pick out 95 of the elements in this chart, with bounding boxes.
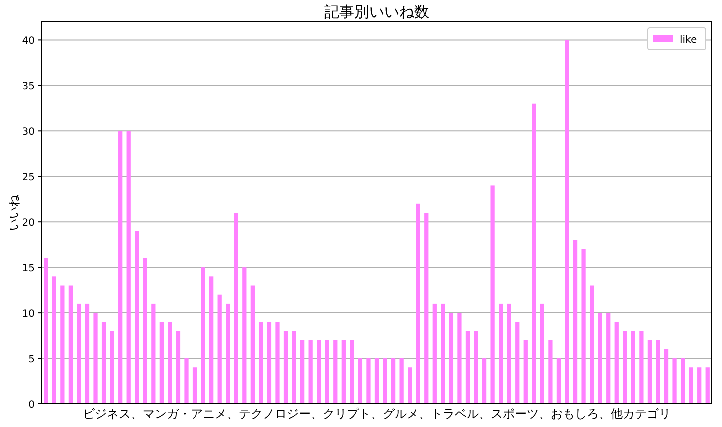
bar [383,358,388,404]
bar [259,322,264,404]
bar [77,304,82,404]
bar [325,340,330,404]
bar [292,331,296,404]
bar [242,268,247,404]
bar [234,213,238,404]
bar [524,340,528,404]
bar [143,258,148,404]
legend: like [648,28,706,50]
bar [573,240,578,404]
x-axis-title: ビジネス、マンガ・アニメ、テクノロジー、クリプト、グルメ、トラベル、スポーツ、おもしろ、他カテゴリ [83,407,671,421]
y-axis-title: いいね [7,194,21,231]
bar [432,304,437,404]
bar [706,368,710,404]
bar [565,40,570,404]
bar [441,304,446,404]
bar [698,368,702,404]
bar [408,368,412,404]
bar [284,331,288,404]
y-tick-label: 0 [28,400,35,411]
bar [680,358,686,404]
bar [152,304,156,404]
bar [308,340,313,404]
bar [689,368,694,404]
bar [482,358,487,404]
bar [126,131,131,404]
bar [474,331,478,404]
bar [317,340,322,404]
bar [276,322,280,404]
y-tick-label: 15 [22,264,35,275]
bar [424,213,429,404]
y-tick-label: 25 [22,172,35,184]
y-tick-label: 5 [28,354,35,366]
bar [374,358,380,404]
bar [540,304,544,404]
bar [664,349,669,404]
bar [614,322,619,404]
bar [391,358,396,404]
bar [640,331,644,404]
bar [192,368,198,404]
bar [606,313,611,404]
bar [168,322,172,404]
bar [458,313,462,404]
bar [102,322,106,404]
bar [507,304,512,404]
bar [516,322,520,404]
bar [110,331,114,404]
bar [135,231,140,404]
bar [300,340,305,404]
bar [94,313,98,404]
legend-label: like [680,35,698,46]
bar [590,286,594,404]
bar [184,358,189,404]
bar [334,340,338,404]
bar [623,331,628,404]
bar [582,249,586,404]
y-tick-label: 20 [22,218,35,230]
bar [672,358,677,404]
y-tick-label: 40 [22,36,35,48]
bar [250,286,255,404]
bar [160,322,164,404]
bar [556,358,562,404]
bar [60,286,65,404]
bar [68,286,74,404]
bar [52,276,56,404]
bar [44,258,48,404]
bar [226,304,230,404]
bar [366,358,371,404]
bar [490,186,495,404]
chart-title: 記事別いいね数 [324,3,430,21]
bar [631,331,636,404]
bar [201,268,206,404]
bar [656,340,660,404]
y-tick-label: 10 [22,309,35,320]
bar [176,331,181,404]
bar [85,304,90,404]
bar [358,358,363,404]
bar [400,358,404,404]
bar [532,104,536,404]
bar [350,340,354,404]
bar [548,340,553,404]
bar [648,340,652,404]
y-tick-label: 35 [22,82,35,93]
bar [218,294,222,404]
bar [118,131,123,404]
bar [267,322,272,404]
bar [342,340,346,404]
bar [449,313,454,404]
y-tick-label: 30 [22,127,35,138]
bar [210,276,214,404]
bar [416,204,420,404]
bar [499,304,504,404]
bar [466,331,470,404]
bar [598,313,602,404]
